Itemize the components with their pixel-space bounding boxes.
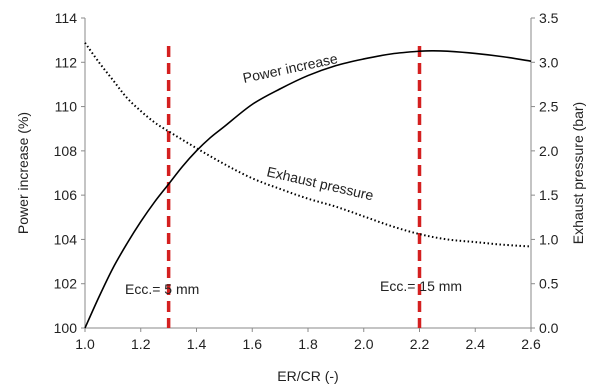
left-y-tick-label: 104 <box>54 231 78 247</box>
left-y-tick-labels: 100 102 104 106 108 110 112 114 <box>54 10 85 336</box>
right-y-tick-label: 0.5 <box>539 276 559 292</box>
x-axis-title: ER/CR (-) <box>277 368 338 384</box>
reference-lines <box>166 46 422 328</box>
left-y-tick-label: 106 <box>54 187 78 203</box>
left-y-tick-label: 114 <box>55 10 78 26</box>
right-y-tick-label: 1.5 <box>539 187 559 203</box>
right-y-axis-title: Exhaust pressure (bar) <box>570 102 586 244</box>
x-tick-label: 2.0 <box>354 336 374 352</box>
left-y-tick-label: 112 <box>55 54 78 70</box>
x-tick-label: 1.4 <box>187 336 207 352</box>
right-y-tick-label: 2.5 <box>539 99 559 115</box>
ecc-5mm-label: Ecc.= 5 mm <box>125 281 199 297</box>
left-y-tick-label: 108 <box>54 143 78 159</box>
exhaust-pressure-curve <box>84 42 532 248</box>
power-increase-label: Power increase <box>241 50 339 86</box>
right-y-tick-labels: 0.0 0.5 1.0 1.5 2.0 2.5 3.0 3.5 <box>531 10 559 336</box>
right-y-tick-label: 2.0 <box>539 143 559 159</box>
x-tick-labels: 1.0 1.2 1.4 1.6 1.8 2.0 2.2 2.4 2.6 <box>75 328 541 352</box>
exhaust-pressure-label: Exhaust pressure <box>265 163 375 203</box>
x-tick-label: 1.0 <box>75 336 95 352</box>
power-increase-curve <box>84 49 532 329</box>
right-y-tick-label: 3.0 <box>539 54 559 70</box>
left-y-tick-label: 100 <box>54 320 78 336</box>
left-y-tick-label: 102 <box>54 276 78 292</box>
ecc-15mm-label: Ecc.= 15 mm <box>380 278 462 294</box>
x-tick-label: 1.2 <box>131 336 151 352</box>
x-tick-label: 2.2 <box>410 336 430 352</box>
x-tick-label: 1.8 <box>298 336 318 352</box>
series-layer <box>84 42 532 329</box>
x-tick-label: 1.6 <box>243 336 263 352</box>
left-y-axis-title: Power increase (%) <box>15 112 31 234</box>
right-y-tick-label: 0.0 <box>539 320 559 336</box>
right-y-tick-label: 1.0 <box>539 231 559 247</box>
left-y-tick-label: 110 <box>55 99 78 115</box>
right-y-tick-label: 3.5 <box>539 10 559 26</box>
x-tick-label: 2.4 <box>466 336 486 352</box>
x-tick-label: 2.6 <box>521 336 541 352</box>
